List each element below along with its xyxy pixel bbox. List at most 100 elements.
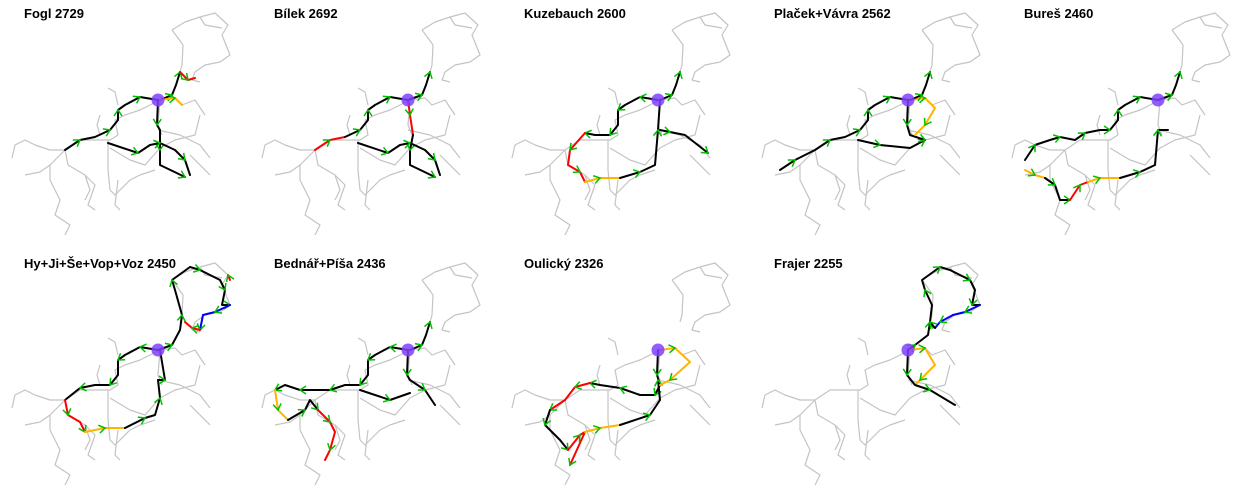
direction-chevron-icon bbox=[822, 139, 832, 147]
direction-chevron-icon bbox=[109, 377, 118, 387]
direction-chevron-icon bbox=[642, 412, 652, 422]
route-segment-black bbox=[274, 346, 409, 391]
direction-chevron-icon bbox=[225, 273, 235, 283]
direction-chevron-icon bbox=[592, 424, 602, 434]
network-segment bbox=[364, 179, 371, 211]
direction-chevron-icon bbox=[914, 92, 924, 102]
network-segment bbox=[11, 349, 161, 409]
network-segment bbox=[449, 266, 473, 279]
direction-chevron-icon bbox=[130, 146, 140, 156]
network-segment bbox=[1159, 97, 1206, 116]
route-map-panel: Fogl 2729 bbox=[11, 6, 231, 236]
route bbox=[567, 70, 710, 184]
route-segment-red bbox=[567, 132, 586, 183]
route bbox=[542, 344, 691, 467]
direction-chevron-icon bbox=[568, 457, 577, 467]
network-segment bbox=[109, 364, 201, 416]
network-segment bbox=[607, 140, 611, 191]
direction-chevron-icon bbox=[1164, 92, 1174, 102]
network-segment bbox=[421, 262, 481, 333]
direction-chevron-icon bbox=[404, 108, 414, 117]
direction-chevron-icon bbox=[382, 393, 392, 403]
network-segment bbox=[199, 266, 223, 279]
direction-chevron-icon bbox=[652, 368, 662, 377]
start-marker-icon bbox=[401, 343, 415, 357]
direction-chevron-icon bbox=[569, 142, 578, 152]
direction-chevron-icon bbox=[327, 442, 336, 452]
network-segment bbox=[334, 424, 346, 461]
route-segment-black bbox=[359, 389, 411, 401]
route-segment-black bbox=[909, 71, 931, 101]
network-segment bbox=[774, 399, 816, 426]
start-marker-icon bbox=[151, 343, 165, 357]
direction-chevron-icon bbox=[177, 170, 187, 179]
network-segment bbox=[11, 99, 161, 159]
network-segment bbox=[1171, 29, 1184, 73]
route-segment-blue bbox=[199, 304, 231, 331]
direction-chevron-icon bbox=[427, 170, 437, 179]
direction-chevron-icon bbox=[968, 298, 978, 307]
route-segment-black bbox=[659, 129, 709, 154]
panel-title: Oulický 2326 bbox=[524, 256, 604, 271]
route-segment-black bbox=[584, 96, 659, 136]
direction-chevron-icon bbox=[668, 372, 678, 381]
network-segment bbox=[949, 16, 973, 29]
network-segment bbox=[314, 149, 341, 201]
panel-title: Kuzebauch 2600 bbox=[524, 6, 626, 21]
route-segment-blue bbox=[934, 304, 981, 329]
direction-chevron-icon bbox=[177, 152, 186, 161]
route-segment-black bbox=[544, 409, 569, 451]
direction-chevron-icon bbox=[618, 385, 628, 395]
direction-chevron-icon bbox=[359, 377, 368, 387]
direction-chevron-icon bbox=[78, 382, 87, 392]
network-segment bbox=[1157, 129, 1211, 159]
panel-title: Fogl 2729 bbox=[24, 6, 84, 21]
network-segment bbox=[24, 399, 66, 426]
network-segment bbox=[549, 165, 571, 236]
direction-chevron-icon bbox=[132, 95, 142, 104]
direction-chevron-icon bbox=[366, 352, 376, 361]
network-segment bbox=[359, 364, 451, 416]
direction-chevron-icon bbox=[872, 139, 882, 149]
network-segment bbox=[421, 29, 434, 73]
network-segment bbox=[671, 29, 684, 73]
direction-chevron-icon bbox=[932, 266, 942, 275]
direction-chevron-icon bbox=[417, 383, 427, 391]
panel-title: Bureš 2460 bbox=[1024, 6, 1093, 21]
direction-chevron-icon bbox=[169, 278, 179, 288]
network-segment bbox=[439, 404, 461, 426]
direction-chevron-icon bbox=[1152, 128, 1163, 137]
route-segment-black bbox=[659, 71, 681, 101]
network-segment bbox=[949, 266, 973, 279]
network-segment bbox=[1011, 99, 1161, 159]
direction-chevron-icon bbox=[164, 342, 174, 352]
network-segment bbox=[921, 12, 981, 83]
direction-chevron-icon bbox=[1132, 95, 1142, 104]
network-segment bbox=[549, 415, 571, 486]
network-segment bbox=[607, 337, 619, 356]
route-segment-orange bbox=[584, 177, 621, 183]
network-segment bbox=[357, 140, 361, 191]
direction-chevron-icon bbox=[192, 263, 202, 273]
network-segment bbox=[799, 415, 821, 486]
network-segment bbox=[409, 347, 456, 366]
network-segment bbox=[524, 399, 566, 426]
direction-chevron-icon bbox=[153, 396, 163, 406]
network-segment bbox=[596, 114, 601, 136]
start-marker-icon bbox=[901, 93, 915, 107]
route-segment-black bbox=[406, 349, 436, 406]
direction-chevron-icon bbox=[272, 403, 282, 412]
route-segment-black bbox=[407, 71, 431, 101]
network-segment bbox=[107, 337, 119, 356]
direction-chevron-icon bbox=[62, 408, 72, 417]
network-segment bbox=[814, 149, 841, 201]
network-segment bbox=[859, 364, 951, 416]
route-segment-black bbox=[159, 71, 181, 101]
network-segment bbox=[159, 347, 206, 366]
network-segment bbox=[699, 266, 723, 279]
network-segment bbox=[857, 337, 869, 356]
network-segment bbox=[524, 149, 566, 176]
network-segment bbox=[857, 87, 869, 106]
panel-title: Plaček+Vávra 2562 bbox=[774, 6, 891, 21]
